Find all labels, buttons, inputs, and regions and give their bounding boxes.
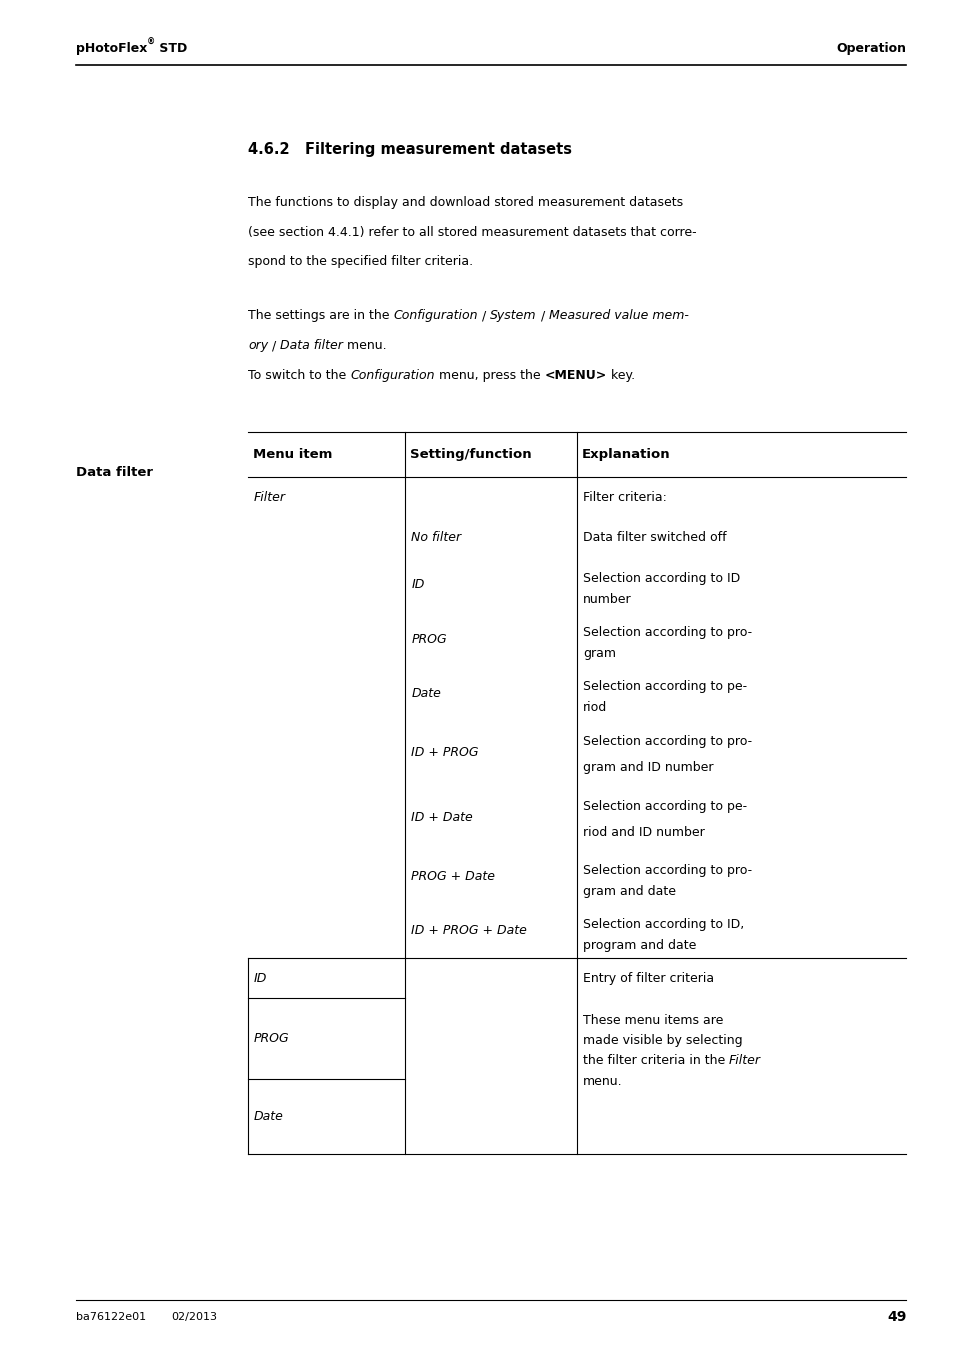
- Text: To switch to the: To switch to the: [248, 369, 350, 382]
- Text: gram and date: gram and date: [582, 885, 675, 898]
- Text: PROG: PROG: [411, 632, 446, 646]
- Text: 4.6.2   Filtering measurement datasets: 4.6.2 Filtering measurement datasets: [248, 142, 572, 157]
- Text: /: /: [477, 309, 490, 323]
- Text: spond to the specified filter criteria.: spond to the specified filter criteria.: [248, 255, 473, 269]
- Text: ID + PROG: ID + PROG: [411, 746, 478, 759]
- Text: No filter: No filter: [411, 531, 461, 544]
- Text: menu.: menu.: [582, 1075, 622, 1088]
- Text: ID: ID: [411, 578, 424, 592]
- Text: Entry of filter criteria: Entry of filter criteria: [582, 971, 713, 985]
- Text: menu.: menu.: [343, 339, 387, 353]
- Text: Filter: Filter: [253, 490, 286, 504]
- Text: Operation: Operation: [836, 42, 905, 55]
- Text: Selection according to ID,: Selection according to ID,: [582, 917, 743, 931]
- Text: /: /: [537, 309, 549, 323]
- Text: System: System: [490, 309, 537, 323]
- Text: STD: STD: [154, 42, 187, 55]
- Text: menu, press the: menu, press the: [435, 369, 544, 382]
- Text: Data filter switched off: Data filter switched off: [582, 531, 726, 544]
- Text: Measured value mem-: Measured value mem-: [549, 309, 688, 323]
- Text: riod and ID number: riod and ID number: [582, 825, 704, 839]
- Text: Setting/function: Setting/function: [410, 449, 531, 461]
- Text: Menu item: Menu item: [253, 449, 332, 461]
- Text: ID + Date: ID + Date: [411, 811, 473, 824]
- Text: Data filter: Data filter: [280, 339, 343, 353]
- Text: <MENU>: <MENU>: [544, 369, 606, 382]
- Text: Selection according to pe-: Selection according to pe-: [582, 680, 746, 693]
- Text: Configuration: Configuration: [394, 309, 477, 323]
- Text: (see section 4.4.1) refer to all stored measurement datasets that corre-: (see section 4.4.1) refer to all stored …: [248, 226, 696, 239]
- Text: Filter: Filter: [728, 1055, 760, 1067]
- Text: Data filter: Data filter: [76, 466, 153, 480]
- Text: gram and ID number: gram and ID number: [582, 761, 713, 774]
- Text: The settings are in the: The settings are in the: [248, 309, 394, 323]
- Text: Date: Date: [411, 686, 440, 700]
- Text: Configuration: Configuration: [350, 369, 435, 382]
- Text: Selection according to pro-: Selection according to pro-: [582, 626, 751, 639]
- Text: Selection according to pe-: Selection according to pe-: [582, 800, 746, 812]
- Text: ID + PROG + Date: ID + PROG + Date: [411, 924, 526, 938]
- Text: number: number: [582, 593, 631, 607]
- Text: PROG: PROG: [253, 1032, 289, 1046]
- Text: key.: key.: [606, 369, 634, 382]
- Text: the filter criteria in the: the filter criteria in the: [582, 1055, 728, 1067]
- Text: ba76122e01: ba76122e01: [76, 1312, 147, 1323]
- Text: Selection according to ID: Selection according to ID: [582, 571, 740, 585]
- Text: PROG + Date: PROG + Date: [411, 870, 495, 884]
- Text: program and date: program and date: [582, 939, 696, 952]
- Text: pHotoFlex: pHotoFlex: [76, 42, 148, 55]
- Text: gram: gram: [582, 647, 616, 661]
- Text: ®: ®: [147, 38, 155, 46]
- Text: The functions to display and download stored measurement datasets: The functions to display and download st…: [248, 196, 682, 209]
- Text: Selection according to pro-: Selection according to pro-: [582, 863, 751, 877]
- Text: made visible by selecting: made visible by selecting: [582, 1035, 741, 1047]
- Text: These menu items are: These menu items are: [582, 1015, 722, 1027]
- Text: Explanation: Explanation: [581, 449, 670, 461]
- Text: /: /: [268, 339, 280, 353]
- Text: Date: Date: [253, 1111, 283, 1123]
- Text: Filter criteria:: Filter criteria:: [582, 490, 666, 504]
- Text: ory: ory: [248, 339, 268, 353]
- Text: Selection according to pro-: Selection according to pro-: [582, 735, 751, 747]
- Text: ID: ID: [253, 971, 267, 985]
- Text: riod: riod: [582, 701, 606, 715]
- Text: 49: 49: [886, 1310, 905, 1324]
- Text: 02/2013: 02/2013: [172, 1312, 217, 1323]
